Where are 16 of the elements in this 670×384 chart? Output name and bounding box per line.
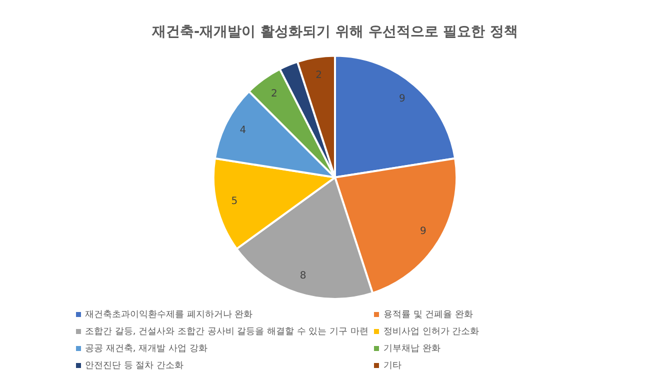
chart-title: 재건축-재개발이 활성화되기 위해 우선적으로 필요한 정책 xyxy=(150,24,518,40)
data-label: 8 xyxy=(300,270,306,282)
data-label: 9 xyxy=(420,226,426,237)
data-label: 5 xyxy=(231,196,238,208)
legend-label: 기부채납 완화 xyxy=(383,343,440,355)
data-label: 2 xyxy=(271,88,278,100)
data-label: 9 xyxy=(398,93,406,104)
legend-label: 공공 재건축, 재개발 사업 강화 xyxy=(85,343,208,355)
legend-label: 조합간 갈등, 건설사와 조합간 공사비 갈등을 해결할 수 있는 기구 마련 xyxy=(85,326,368,338)
legend-label: 안전진단 등 절차 간소화 xyxy=(85,360,184,372)
data-label: 2 xyxy=(316,70,322,81)
legend-label: 재건축초과이익환수제를 폐지하거나 완화 xyxy=(85,309,253,321)
data-label: 4 xyxy=(240,125,246,136)
legend-label: 기타 xyxy=(383,360,402,372)
legend-label: 정비사업 인허가 간소화 xyxy=(383,326,480,338)
legend-label: 용적률 및 건폐율 완화 xyxy=(383,309,474,321)
